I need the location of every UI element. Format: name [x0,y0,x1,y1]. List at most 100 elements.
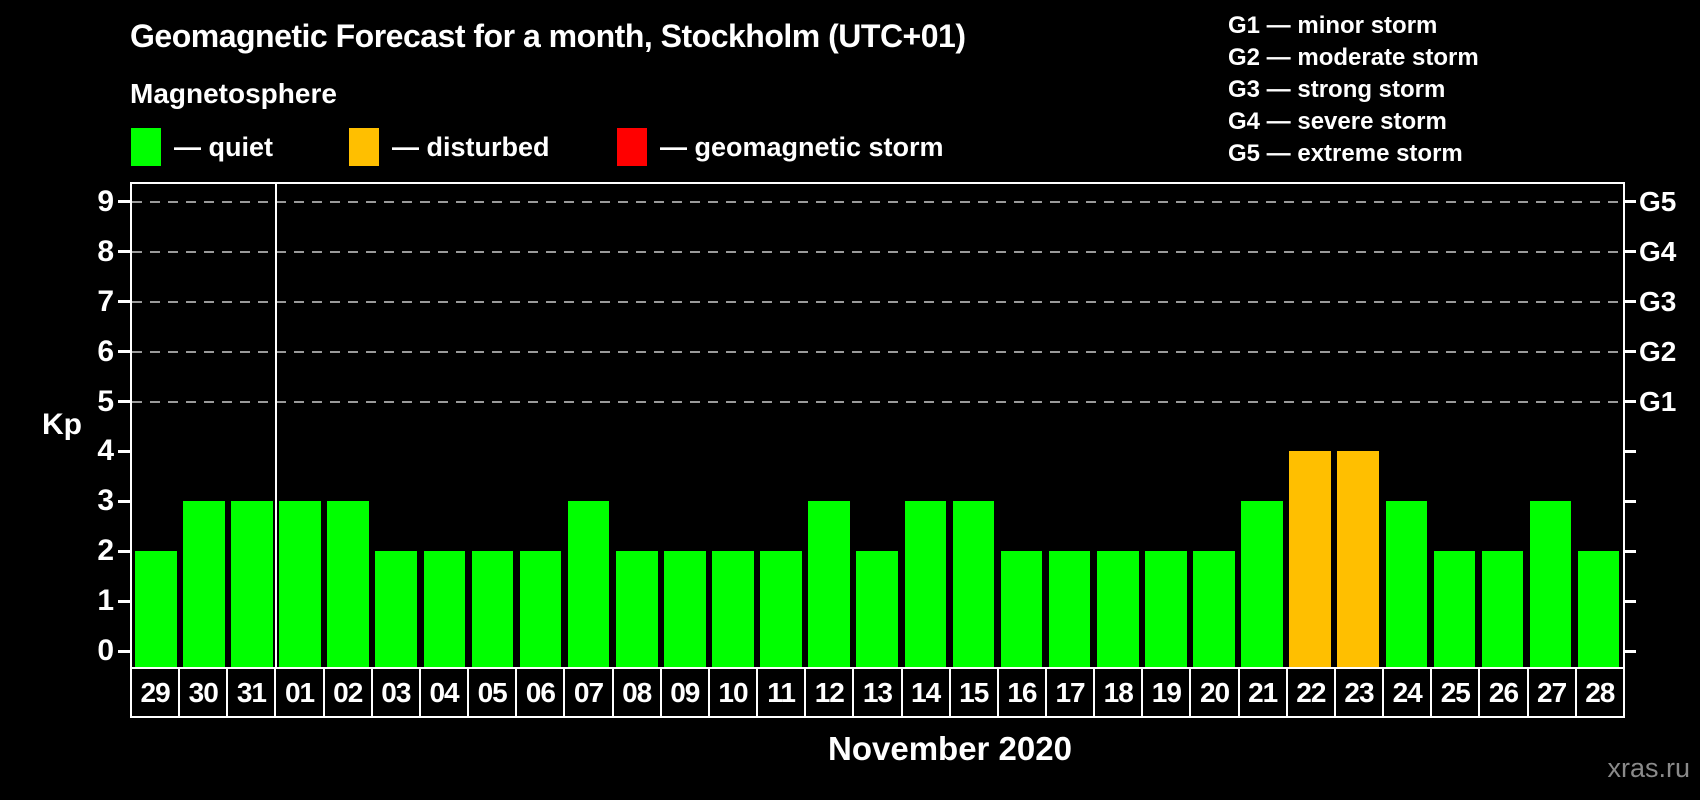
y-tick-label-1: 1 [97,584,114,618]
g3-axis-label: G3 [1639,285,1677,317]
left-y-tick-3 [118,499,130,503]
right-y-tick-5 [1623,400,1636,403]
date-cell-03: 03 [372,669,421,716]
date-cell-16: 16 [998,669,1047,716]
kp-bar-day-29 [135,551,177,667]
kp-bar-day-21 [1241,501,1283,667]
legend-item-quiet: — quiet [131,126,273,168]
kp-bar-day-16 [1000,551,1043,667]
date-cell-22: 22 [1287,669,1336,716]
chart-subtitle: Magnetosphere [130,78,337,109]
legend-label-storm: — geomagnetic storm [660,131,944,162]
legend-label-quiet: — quiet [174,131,273,162]
g-legend-row-g1: G1 — minor storm [1228,12,1438,39]
left-y-tick-4 [118,449,130,453]
kp-bar-day-03 [375,551,418,667]
kp-bar-day-19 [1145,551,1187,667]
kp-bar-day-01 [279,501,321,667]
kp-bar-day-11 [760,551,802,667]
date-cell-08: 08 [613,669,662,716]
y-tick-label-2: 2 [97,534,114,568]
kp-bar-day-24 [1385,501,1428,667]
quiet-color-swatch [131,128,161,166]
date-cell-17: 17 [1046,669,1096,716]
chart-title: Geomagnetic Forecast for a month, Stockh… [130,18,966,54]
left-y-tick-9 [118,200,130,204]
date-cell-07: 07 [565,669,614,716]
date-cell-14: 14 [902,669,951,716]
date-cell-26: 26 [1480,669,1529,716]
kp-bar-day-13 [856,551,899,667]
legend-item-disturbed: — disturbed [349,126,550,168]
legend-label-disturbed: — disturbed [392,131,550,162]
g-legend-row-g5: G5 — extreme storm [1228,140,1463,167]
storm-color-swatch [617,128,647,166]
g1-axis-label: G1 [1639,385,1677,417]
g4-axis-label: G4 [1639,235,1677,267]
g-scale-legend: G1 — minor storm G2 — moderate storm G3 … [1228,10,1479,170]
date-cell-06: 06 [517,669,566,716]
date-cell-02: 02 [324,669,373,716]
right-y-tick-7 [1623,300,1636,304]
g2-axis-label: G2 [1639,335,1677,367]
right-y-tick-3 [1623,499,1636,503]
date-cell-27: 27 [1528,669,1577,716]
date-cell-10: 10 [709,669,759,716]
g-legend-row-g2: G2 — moderate storm [1228,44,1479,71]
kp-bar-day-17 [1048,551,1091,667]
date-cell-24: 24 [1384,669,1433,716]
kp-bar-day-15 [952,501,995,667]
date-cell-29: 29 [132,669,181,716]
date-cell-21: 21 [1239,669,1288,716]
date-cell-15: 15 [950,669,999,716]
right-y-tick-8 [1623,250,1636,254]
kp-bar-day-06 [519,551,562,667]
date-cell-09: 09 [661,669,710,716]
x-axis-date-row: 29 30 31 01 02 03 04 05 06 07 08 09 10 11 12 13 14 15 16 17… [130,667,1625,718]
date-cell-13: 13 [854,669,903,716]
kp-bar-day-08 [615,551,658,667]
kp-bar-day-20 [1193,551,1235,667]
date-cell-25: 25 [1432,669,1481,716]
date-cell-28: 28 [1576,669,1623,716]
right-y-tick-4 [1623,449,1636,453]
date-cell-01: 01 [276,669,325,716]
left-y-tick-5 [118,400,130,403]
kp-bar-day-26 [1481,551,1524,667]
gridline-g4 [132,250,1623,253]
y-tick-label-8: 8 [97,234,114,268]
right-y-tick-0 [1623,649,1636,653]
date-cell-23: 23 [1335,669,1385,716]
kp-bar-day-10 [712,551,754,667]
right-y-tick-2 [1623,549,1636,553]
kp-bar-day-28 [1577,551,1620,667]
date-cell-12: 12 [806,669,855,716]
kp-bar-day-07 [567,501,610,667]
right-y-tick-6 [1623,350,1636,354]
kp-bar-day-23 [1337,451,1379,667]
date-cell-20: 20 [1191,669,1240,716]
right-y-tick-1 [1623,599,1636,603]
kp-bar-day-04 [423,551,466,667]
kp-bar-day-31 [231,501,273,667]
kp-bar-day-27 [1529,501,1572,667]
date-cell-31: 31 [228,669,277,716]
g5-axis-label: G5 [1639,185,1677,217]
kp-bar-day-22 [1289,451,1331,667]
date-cell-19: 19 [1143,669,1192,716]
kp-bar-day-18 [1096,551,1139,667]
month-boundary-line [275,184,278,667]
g-legend-row-g3: G3 — strong storm [1228,76,1446,103]
y-tick-label-9: 9 [97,184,114,218]
x-axis-month-label: November 2020 [828,730,1072,767]
y-tick-label-0: 0 [97,634,114,667]
kp-bar-day-09 [664,551,706,667]
disturbed-color-swatch [349,128,379,166]
y-tick-label-6: 6 [97,334,114,368]
left-y-tick-6 [118,350,130,354]
left-y-tick-0 [118,649,130,653]
y-axis-label: Kp [42,408,82,441]
kp-bar-day-30 [183,501,225,667]
date-cell-05: 05 [469,669,518,716]
